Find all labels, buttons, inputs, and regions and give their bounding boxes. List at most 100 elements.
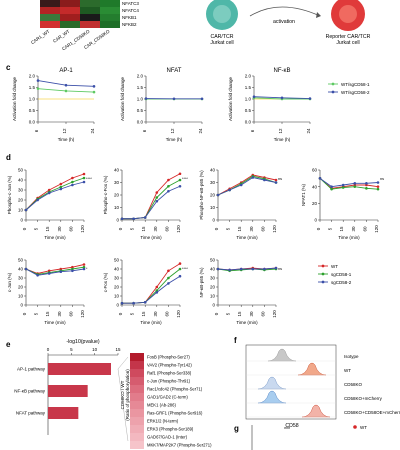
y-tick-label: 1.5 (29, 85, 36, 90)
x-tick-label: 0 (118, 227, 123, 230)
data-point (59, 187, 63, 191)
series-line (217, 267, 277, 271)
gene-label: NFKB1 (122, 15, 137, 20)
data-point (330, 187, 333, 191)
y-tick-label: 10 (210, 294, 216, 299)
gene-heatmap (40, 0, 120, 28)
y-tick-label: 20 (312, 201, 318, 206)
heatmap-cell (130, 369, 144, 377)
data-point (167, 184, 170, 188)
x-tick-label: 12 (278, 128, 283, 134)
panel-d-label: d (6, 153, 11, 162)
data-point (263, 178, 266, 182)
x-tick-label: 15 (339, 226, 344, 232)
x-tick-label: 30 (57, 311, 62, 317)
x-tick-label: 6 (250, 129, 255, 132)
data-point (36, 79, 40, 82)
x-tick-label: 6 (142, 129, 147, 132)
legend-marker (321, 264, 325, 268)
data-point (155, 285, 159, 289)
histogram-peak (301, 404, 331, 418)
protein-label: GAD67/GAD-1 (Inter) (147, 435, 188, 440)
y-axis-label: Phospho-c-Fos (%) (103, 175, 108, 214)
heatmap-cell (130, 433, 144, 441)
x-tick-label: 60 (68, 311, 73, 317)
vertical-label: CD58KO / WT(Ratio of phosphorylation) (120, 369, 130, 421)
y-tick-label: 20 (210, 193, 216, 198)
y-tick-label: 40 (114, 168, 120, 173)
y-tick-label: 0.5 (245, 108, 252, 113)
y-tick-label: 20 (114, 285, 120, 290)
significance-label: **** (182, 267, 188, 271)
x-tick-label: 120 (272, 225, 277, 233)
significance-label: *** (284, 427, 290, 433)
y-tick-label: 0 (20, 303, 23, 308)
pathway-label: AP-1 pathway (17, 367, 46, 372)
x-axis-label: Time (min) (140, 235, 162, 240)
data-point (155, 191, 159, 194)
x-tick-label: 12 (62, 128, 67, 134)
heatmap-cell (130, 377, 144, 385)
x-tick-label: 15 (237, 226, 242, 232)
cell-label-line: Jurkat cell (210, 40, 233, 46)
data-point (353, 185, 357, 188)
series-line (319, 177, 379, 188)
heatmap-cell (130, 361, 144, 369)
data-point (167, 269, 170, 273)
histogram-legend-label: CD58KO+CD58OE+mCherry (344, 410, 400, 415)
x-axis-label: Time (min) (236, 235, 258, 240)
data-point (71, 180, 74, 184)
y-tick-label: 40 (18, 178, 24, 183)
protein-label: VAV2 (Phospho-Tyr142) (147, 363, 192, 368)
x-tick-label: 15 (141, 311, 146, 317)
data-point (239, 267, 243, 271)
x-tick-label: 120 (176, 310, 181, 318)
y-tick-label: 30 (210, 276, 216, 281)
y-tick-label: 50 (210, 258, 216, 263)
x-tick-label: 5 (226, 227, 231, 230)
data-point (274, 266, 278, 270)
x-tick-label: 15 (45, 311, 50, 317)
x-tick-label: 60 (260, 311, 265, 317)
data-point (82, 180, 86, 184)
y-tick-label: 30 (114, 276, 120, 281)
data-point (155, 289, 159, 292)
heatmap-cell (130, 401, 144, 409)
data-point (143, 301, 147, 304)
y-tick-label: 0.0 (137, 120, 144, 125)
y-tick-label: 10 (18, 294, 24, 299)
data-point (376, 187, 380, 191)
x-tick-label: 0 (47, 347, 50, 352)
legend-marker (321, 280, 325, 284)
histogram-peak (257, 390, 287, 404)
x-tick-label: 120 (272, 310, 277, 318)
protein-label: MEK1 (Ab-286) (147, 403, 176, 408)
gene-label: NFKB2 (122, 22, 137, 27)
data-point (36, 198, 39, 202)
series-line (122, 185, 181, 220)
x-tick-label: 30 (249, 226, 254, 232)
x-tick-label: 60 (68, 226, 73, 232)
data-point (178, 274, 182, 278)
y-tick-label: 40 (312, 184, 318, 189)
cell-label-line: Reporter CAR/TCR (326, 34, 371, 40)
protein-label: GAD1/GAD2 (C-term) (147, 395, 188, 400)
series-line (122, 268, 181, 304)
data-point (308, 97, 312, 100)
heatmap-cell (100, 14, 120, 21)
cell-label-line: Jurkat cell (336, 40, 359, 46)
data-point (274, 181, 278, 184)
x-tick-label: 0 (316, 227, 321, 230)
y-axis-label: Phospho-c-Jun (%) (7, 175, 12, 214)
data-point (167, 276, 170, 280)
significance-label: **** (86, 177, 92, 181)
y-axis-label: Activation fold change (228, 76, 233, 121)
heatmap-cell (60, 0, 80, 7)
x-tick-label: 120 (176, 225, 181, 233)
y-tick-label: 1.5 (137, 85, 144, 90)
y-tick-label: 40 (114, 267, 120, 272)
heatmap-cell (40, 0, 60, 7)
heatmap-cell (40, 21, 60, 28)
x-tick-label: 0 (214, 227, 219, 230)
bracket-line (117, 368, 129, 442)
